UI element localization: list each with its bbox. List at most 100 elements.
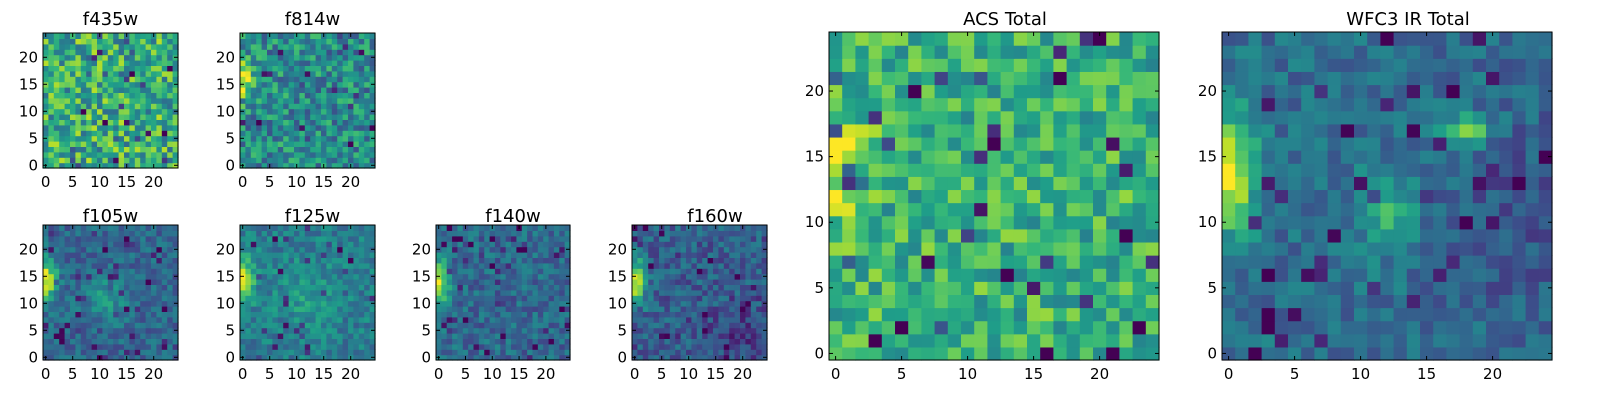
- heatmap-cell: [118, 279, 125, 285]
- heatmap-cell: [288, 49, 295, 56]
- heatmap-cell: [321, 114, 327, 120]
- heatmap-cell: [140, 146, 147, 153]
- heatmap-cell: [250, 306, 257, 312]
- heatmap-cell: [353, 295, 360, 302]
- heatmap-cell: [75, 322, 82, 329]
- heatmap-cell: [842, 189, 856, 204]
- heatmap-cell: [161, 246, 168, 253]
- heatmap-cell: [353, 135, 360, 142]
- heatmap-cell: [107, 241, 114, 248]
- heatmap-cell: [895, 136, 909, 151]
- heatmap-cell: [315, 49, 322, 56]
- heatmap-cell: [934, 189, 949, 204]
- heatmap-cell: [277, 33, 284, 39]
- heatmap-cell: [80, 235, 87, 242]
- heatmap-cell: [315, 92, 322, 99]
- heatmap-cell: [1538, 307, 1553, 322]
- heatmap-cell: [637, 316, 644, 323]
- heatmap-cell: [1274, 346, 1289, 361]
- heatmap-cell: [326, 162, 333, 169]
- heatmap-cell: [107, 316, 114, 323]
- heatmap-cell: [256, 262, 263, 269]
- heatmap-cell: [653, 235, 660, 242]
- heatmap-cell: [1301, 202, 1315, 217]
- heatmap-cell: [97, 92, 103, 99]
- heatmap-cell: [543, 284, 550, 291]
- heatmap-cell: [321, 97, 327, 104]
- heatmap-cell: [304, 130, 311, 137]
- heatmap-cell: [129, 241, 136, 248]
- heatmap-cell: [740, 322, 746, 329]
- heatmap-cell: [102, 311, 109, 318]
- heatmap-cell: [511, 235, 517, 242]
- heatmap-cell: [642, 284, 649, 291]
- heatmap-cell: [129, 38, 136, 45]
- heatmap-cell: [86, 295, 93, 302]
- heatmap-cell: [921, 110, 936, 125]
- heatmap-cell: [156, 92, 163, 99]
- heatmap-cell: [172, 146, 179, 153]
- heatmap-cell: [337, 130, 344, 137]
- y-tick-label: 10: [19, 294, 38, 312]
- heatmap-cell: [145, 92, 152, 99]
- heatmap-cell: [1525, 189, 1540, 204]
- heatmap-cell: [1053, 163, 1068, 177]
- heatmap-cell: [310, 70, 317, 77]
- heatmap-cell: [516, 284, 523, 291]
- heatmap-cell: [908, 202, 922, 217]
- heatmap-cell: [961, 255, 975, 269]
- heatmap-cell: [1119, 71, 1134, 86]
- heatmap-cell: [527, 241, 534, 248]
- heatmap-cell: [686, 349, 692, 356]
- heatmap-cell: [696, 311, 703, 318]
- heatmap-cell: [436, 268, 442, 275]
- heatmap-cell: [134, 38, 141, 45]
- heatmap-cell: [446, 230, 453, 237]
- heatmap-cell: [734, 349, 741, 356]
- heatmap-cell: [1000, 228, 1015, 243]
- heatmap-cell: [167, 87, 174, 93]
- heatmap-cell: [664, 316, 671, 323]
- heatmap-cell: [91, 327, 98, 334]
- heatmap-cell: [462, 230, 469, 237]
- heatmap-cell: [91, 241, 98, 248]
- heatmap-cell: [532, 316, 539, 323]
- heatmap-cell: [511, 241, 517, 248]
- heatmap-cell: [653, 252, 660, 258]
- heatmap-cell: [294, 60, 300, 66]
- heatmap-cell: [734, 306, 741, 312]
- heatmap-cell: [1222, 150, 1236, 164]
- heatmap-cell: [369, 119, 376, 126]
- heatmap-cell: [167, 235, 174, 242]
- heatmap-cell: [527, 284, 534, 291]
- heatmap-cell: [310, 103, 317, 110]
- heatmap-cell: [299, 316, 306, 323]
- heatmap-cell: [436, 252, 442, 258]
- heatmap-cell: [43, 289, 49, 296]
- heatmap-cell: [686, 316, 692, 323]
- heatmap-cell: [1106, 123, 1120, 138]
- heatmap-cell: [527, 279, 534, 285]
- heatmap-cell: [102, 108, 109, 115]
- heatmap-cell: [702, 316, 709, 323]
- heatmap-cell: [1525, 333, 1540, 348]
- heatmap-cell: [686, 343, 692, 350]
- heatmap-cell: [1000, 255, 1015, 269]
- heatmap-cell: [548, 333, 555, 339]
- heatmap-cell: [107, 87, 114, 93]
- heatmap-cell: [358, 70, 365, 77]
- heatmap-cell: [59, 279, 66, 285]
- heatmap-cell: [331, 108, 338, 115]
- heatmap-cell: [1288, 346, 1302, 361]
- heatmap-cell: [91, 70, 98, 77]
- heatmap-cell: [761, 311, 768, 318]
- heatmap-cell: [172, 279, 179, 285]
- heatmap-cell: [659, 246, 665, 253]
- heatmap-cell: [299, 114, 306, 120]
- heatmap-cell: [80, 81, 87, 88]
- heatmap-cell: [446, 322, 453, 329]
- heatmap-cell: [161, 268, 168, 275]
- heatmap-cell: [140, 108, 147, 115]
- heatmap-cell: [1132, 136, 1147, 151]
- heatmap-cell: [1066, 32, 1081, 46]
